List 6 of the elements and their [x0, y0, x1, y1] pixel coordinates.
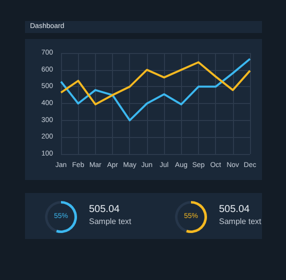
text: 505.04 [219, 204, 250, 216]
line-series [60, 58, 251, 122]
text: 505.04 [89, 204, 120, 216]
line-series [60, 61, 251, 106]
text: Sample text [219, 217, 262, 227]
text: Sample text [89, 217, 132, 227]
